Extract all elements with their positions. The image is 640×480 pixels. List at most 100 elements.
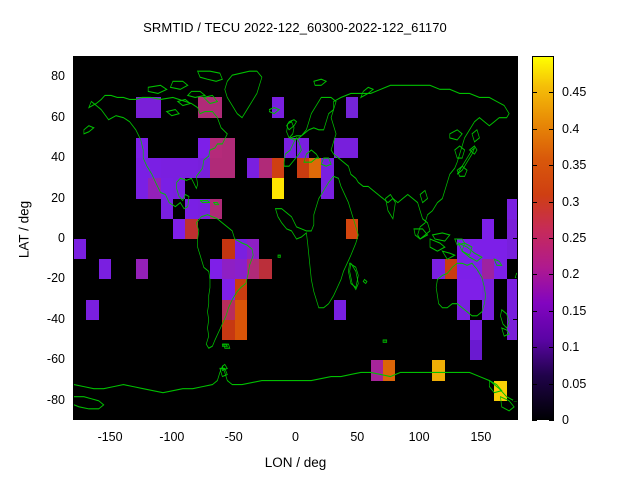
heatmap-cell	[321, 158, 334, 179]
heatmap-cell	[506, 279, 517, 300]
heatmap-cell	[457, 299, 470, 320]
x-tick-label: -150	[97, 430, 123, 444]
heatmap-cell	[333, 137, 346, 159]
y-tick-mark	[73, 359, 78, 361]
x-tick-mark	[233, 56, 235, 61]
heatmap-cell-layer	[74, 57, 517, 419]
heatmap-cell	[247, 158, 260, 179]
colorbar-tick-mark	[549, 165, 554, 167]
heatmap-cell	[86, 299, 99, 320]
colorbar-tick-mark	[549, 310, 554, 312]
heatmap-cell	[148, 158, 161, 179]
plot-area	[73, 56, 518, 420]
heatmap-cell	[172, 178, 186, 199]
colorbar-tick-mark	[532, 420, 537, 421]
heatmap-cell	[506, 239, 517, 260]
heatmap-cell	[345, 137, 359, 159]
x-tick-mark	[480, 415, 482, 420]
heatmap-cell	[234, 239, 248, 260]
heatmap-cell	[160, 198, 173, 219]
heatmap-cell	[135, 158, 149, 179]
x-tick-mark	[110, 56, 112, 61]
colorbar-tick-mark	[549, 201, 554, 203]
heatmap-cell	[506, 319, 517, 341]
heatmap-cell	[345, 218, 359, 239]
colorbar-tick-mark	[532, 347, 537, 349]
heatmap-cell	[457, 259, 470, 280]
heatmap-cell	[148, 178, 161, 199]
heatmap-cell	[148, 97, 161, 118]
colorbar-tick-label: 0.3	[562, 194, 580, 209]
y-tick-label: -80	[46, 392, 65, 407]
colorbar-tick-mark	[549, 274, 554, 276]
heatmap-cell	[494, 239, 507, 260]
heatmap-cell	[135, 137, 149, 159]
heatmap-cell	[135, 259, 149, 280]
heatmap-cell	[234, 279, 248, 300]
heatmap-cell	[197, 158, 210, 179]
heatmap-cell	[506, 218, 517, 239]
x-tick-mark	[171, 56, 173, 61]
colorbar-tick-mark	[549, 128, 554, 130]
x-tick-mark	[357, 56, 359, 61]
heatmap-cell	[321, 178, 334, 199]
heatmap-cell	[222, 239, 235, 260]
y-tick-label: 0	[58, 231, 65, 245]
x-tick-label: 50	[350, 430, 365, 444]
heatmap-cell	[296, 158, 309, 179]
x-tick-mark	[295, 415, 297, 420]
colorbar-tick-mark	[549, 92, 554, 94]
y-tick-mark	[513, 238, 518, 239]
heatmap-cell	[469, 259, 482, 280]
y-tick-label: 60	[51, 109, 65, 124]
y-tick-label: -20	[46, 271, 65, 286]
heatmap-cell	[185, 198, 198, 219]
y-tick-mark	[73, 399, 78, 401]
colorbar-tick-label: 0.05	[562, 376, 587, 391]
y-tick-mark	[513, 359, 518, 361]
heatmap-cell	[222, 299, 235, 320]
heatmap-cell	[383, 360, 396, 381]
heatmap-cell	[333, 299, 346, 320]
heatmap-cell	[469, 319, 482, 341]
x-tick-mark	[110, 415, 112, 420]
heatmap-cell	[222, 279, 235, 300]
colorbar-tick-label: 0.15	[562, 303, 587, 318]
heatmap-cell	[457, 239, 470, 260]
heatmap-cell	[234, 259, 248, 280]
y-tick-label: -40	[46, 311, 65, 326]
x-axis-label: LON / deg	[264, 455, 327, 470]
heatmap-cell	[469, 340, 482, 361]
heatmap-cell	[222, 319, 235, 341]
heatmap-cell	[197, 97, 210, 118]
heatmap-cell	[135, 178, 149, 199]
heatmap-cell	[222, 259, 235, 280]
heatmap-cell	[308, 158, 322, 179]
heatmap-cell	[296, 137, 309, 159]
y-tick-mark	[73, 116, 78, 118]
heatmap-cell	[197, 137, 210, 159]
heatmap-cell	[432, 360, 445, 381]
colorbar-tick-label: 0.1	[562, 340, 580, 355]
heatmap-cell	[506, 198, 517, 219]
heatmap-cell	[271, 97, 285, 118]
y-tick-label: 40	[51, 150, 65, 165]
heatmap-cell	[209, 259, 223, 280]
y-tick-label: -60	[46, 352, 65, 367]
heatmap-cell	[432, 259, 445, 280]
colorbar-tick-mark	[532, 383, 537, 385]
heatmap-cell	[247, 239, 260, 260]
y-tick-mark	[513, 157, 518, 159]
colorbar-tick-label: 0	[562, 413, 569, 427]
colorbar-tick-label: 0.25	[562, 231, 587, 245]
y-tick-mark	[73, 318, 78, 320]
heatmap-cell	[481, 218, 495, 239]
y-tick-mark	[513, 116, 518, 118]
chart-title: SRMTID / TECU 2022-122_60300-2022-122_61…	[143, 20, 447, 35]
heatmap-cell	[345, 97, 359, 118]
colorbar-tick-mark	[532, 274, 537, 276]
colorbar-tick-label: 0.35	[562, 158, 587, 173]
heatmap-cell	[185, 158, 198, 179]
heatmap-cell	[172, 218, 186, 239]
